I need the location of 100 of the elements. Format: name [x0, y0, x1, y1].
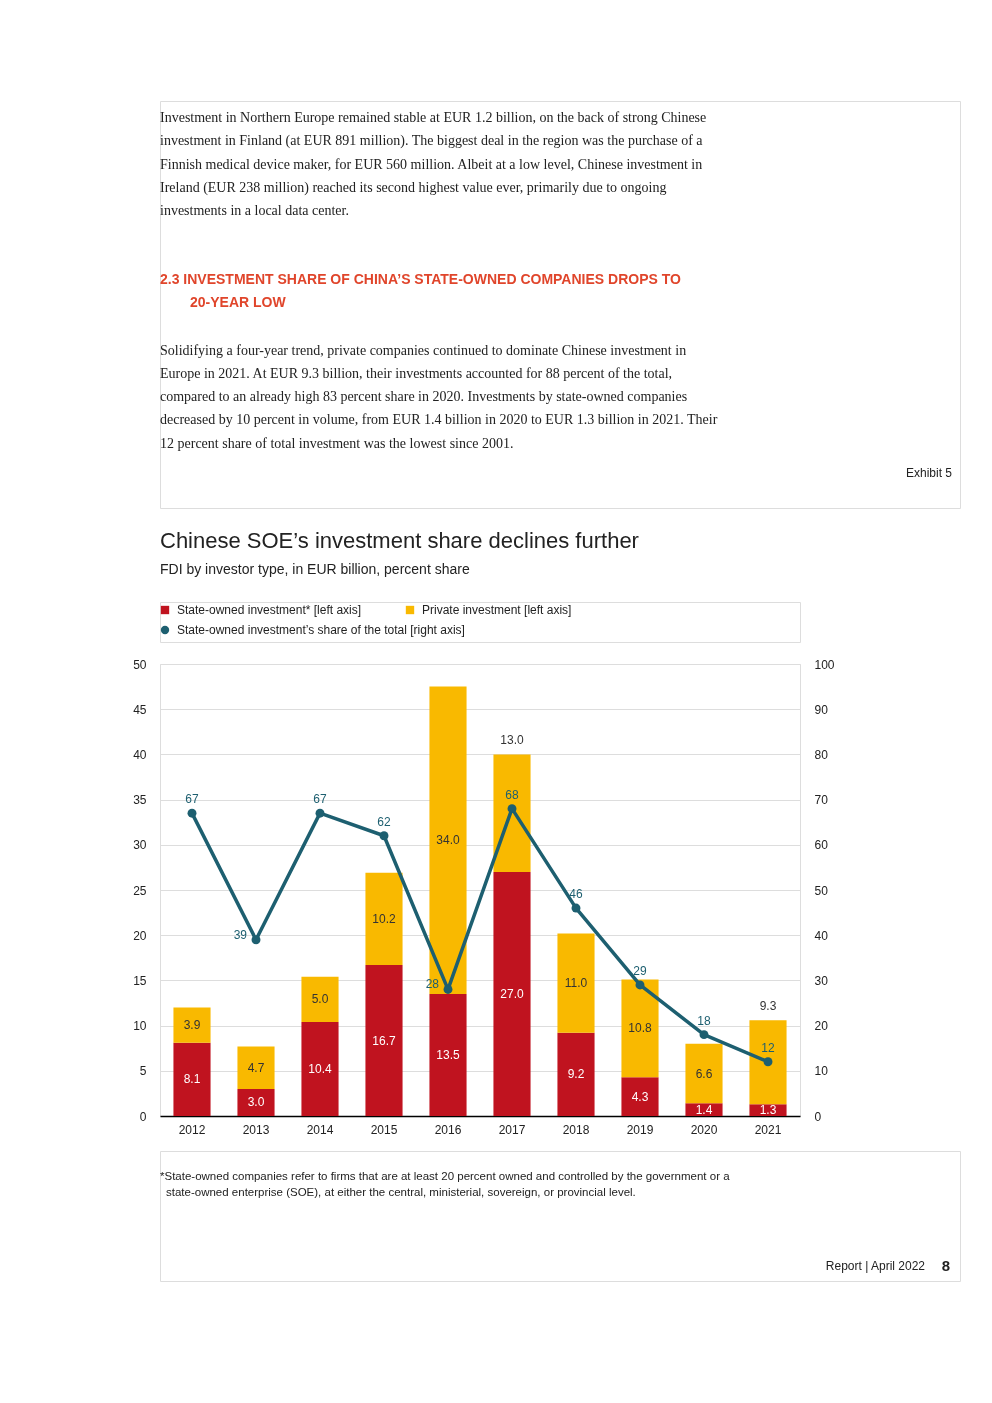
x-tick-label: 2016	[434, 1122, 462, 1137]
data-label: 4.7	[247, 1060, 265, 1075]
data-label: 27.0	[500, 986, 524, 1001]
y-tick-label: 30	[133, 838, 147, 853]
y-tick-label: 15	[133, 973, 147, 988]
bar	[301, 976, 339, 1022]
y2-tick-label: 30	[814, 973, 829, 988]
bar	[557, 933, 595, 1033]
bar	[493, 871, 531, 1116]
y2-tick-label: 40	[814, 928, 829, 943]
y-tick-label: 25	[133, 883, 147, 898]
text: Investment in Northern Europe remained stable at EUR 1.2 billion, on the back of strong Chinese investment in Finland (at EUR 891 million). The biggest deal in the region was the purchase of a Finnish medical device maker, for EUR 560 million. Albeit at a low level, Chinese investment in Ireland (EUR 238 million) reached its second highest value ever, primarily due to ongoing investments in a local data center.	[160, 110, 707, 219]
legend-label: Private investment [left axis]	[422, 603, 572, 617]
data-label: 6.6	[695, 1066, 713, 1081]
y2-tick-label: 90	[814, 702, 829, 717]
x-tick-label: 2012	[178, 1122, 206, 1137]
point	[187, 808, 197, 818]
data-label: 3.9	[183, 1018, 201, 1033]
data-label: 67	[185, 792, 199, 807]
text: Report | April 2022	[825, 1259, 926, 1273]
point	[379, 831, 389, 841]
text: Exhibit 5	[905, 466, 953, 480]
bar	[749, 1020, 787, 1105]
data-label: 1.3	[759, 1103, 777, 1118]
x-tick-label: 2020	[690, 1122, 718, 1137]
data-label: 68	[505, 787, 519, 802]
bar	[173, 1007, 211, 1043]
bar	[621, 979, 659, 1078]
bar	[429, 993, 467, 1116]
y-tick-label: 35	[133, 793, 147, 808]
data-label: 67	[313, 792, 327, 807]
y2-tick-label: 50	[814, 883, 829, 898]
legend-label: State-owned investment* [left axis]	[177, 603, 362, 617]
text: Solidifying a four-year trend, private companies continued to dominate Chinese investment in Europe in 2021. At EUR 9.3 billion, their investments accounted for 88 percent of the total, compared to an already high 83 percent share in 2020. Investments by state-owned companies decreased by 10 percent in volume, from EUR 1.4 billion in 2020 to EUR 1.3 billion in 2021. Their 12 percent share of total investment was the lowest since 2001.	[160, 342, 718, 451]
point	[251, 935, 261, 945]
data-label: 18	[697, 1013, 711, 1028]
y-tick-label: 20	[133, 928, 147, 943]
bar	[621, 1077, 659, 1116]
bar	[237, 1046, 275, 1089]
data-label: 9.2	[567, 1067, 585, 1082]
data-label: 16.7	[372, 1033, 396, 1048]
data-label: 10.2	[372, 911, 396, 926]
y-tick-label: 0	[139, 1109, 147, 1124]
x-tick-label: 2013	[242, 1122, 270, 1137]
y-tick-label: 10	[133, 1019, 147, 1034]
x-tick-label: 2018	[562, 1122, 590, 1137]
y2-tick-label: 80	[814, 747, 829, 762]
data-label: 10.8	[628, 1021, 652, 1036]
y2-tick-label: 10	[814, 1064, 829, 1079]
data-label: 1.4	[695, 1102, 713, 1117]
data-label: 13.5	[436, 1047, 460, 1062]
data-label: 62	[377, 814, 391, 829]
data-label: 3.0	[247, 1095, 265, 1110]
text: 8	[941, 1257, 950, 1274]
point	[507, 804, 517, 814]
y-tick-label: 40	[133, 747, 147, 762]
bar	[365, 872, 403, 966]
y2-tick-label: 70	[814, 793, 829, 808]
bar	[685, 1103, 723, 1116]
data-label: 13.0	[500, 732, 524, 747]
point	[635, 980, 645, 990]
text: 2.3 INVESTMENT SHARE OF CHINA’S STATE-OWNED COMPANIES DROPS TO 20-YEAR LOW	[160, 270, 682, 310]
y2-tick-label: 60	[814, 838, 829, 853]
bar	[557, 1032, 595, 1116]
y2-tick-label: 0	[814, 1109, 822, 1124]
bar	[301, 1021, 339, 1116]
x-tick-label: 2015	[370, 1122, 398, 1137]
x-tick-label: 2017	[498, 1122, 526, 1137]
y-tick-label: 50	[133, 657, 147, 672]
data-label: 8.1	[183, 1072, 201, 1087]
data-label: 9.3	[759, 998, 777, 1013]
x-tick-label: 2014	[306, 1122, 334, 1137]
y2-tick-label: 20	[814, 1019, 829, 1034]
data-label: 39	[233, 927, 248, 942]
data-label: 5.0	[311, 992, 329, 1007]
data-label: 4.3	[631, 1089, 649, 1104]
data-label: 12	[761, 1040, 775, 1055]
point	[699, 1030, 709, 1040]
bar	[365, 965, 403, 1116]
point	[571, 903, 581, 913]
bar	[493, 754, 531, 872]
y-tick-label: 45	[133, 702, 147, 717]
x-tick-label: 2021	[754, 1122, 782, 1137]
bar	[685, 1043, 723, 1104]
point	[763, 1057, 773, 1067]
data-label: 10.4	[308, 1061, 332, 1076]
chart-title: Chinese SOE’s investment share declines further	[160, 528, 639, 553]
y-tick-label: 5	[139, 1064, 147, 1079]
x-tick-label: 2019	[626, 1122, 654, 1137]
chart-subtitle: FDI by investor type, in EUR billion, percent share	[160, 561, 470, 577]
data-label: 11.0	[564, 976, 588, 991]
data-label: 29	[633, 963, 647, 978]
y2-tick-label: 100	[814, 657, 835, 672]
bar	[173, 1042, 211, 1116]
text: *State-owned companies refer to firms that are at least 20 percent owned and controlled by the government or a state-owned enterprise (SOE), at either the central, ministerial, sovereign, or provincial level.	[160, 1170, 731, 1198]
data-label: 34.0	[436, 833, 460, 848]
point	[315, 808, 325, 818]
legend-label: State-owned investment’s share of the total [right axis]	[177, 623, 465, 637]
data-label: 46	[569, 887, 583, 902]
bar	[237, 1088, 275, 1116]
